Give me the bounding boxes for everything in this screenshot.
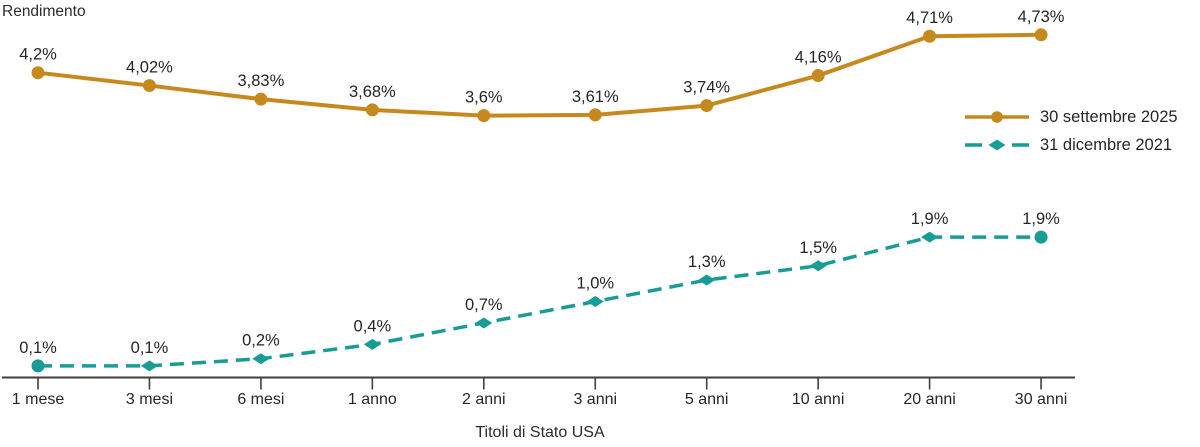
data-point-marker <box>811 69 825 83</box>
x-tick-label: 3 mesi <box>126 391 173 408</box>
x-tick-label: 2 anni <box>462 391 506 408</box>
legend-label-2025: 30 settembre 2025 <box>1040 107 1178 126</box>
data-point-marker <box>254 92 268 106</box>
data-point-label: 1,9% <box>1022 210 1060 228</box>
data-point-label: 3,6% <box>465 89 503 107</box>
data-point-marker <box>809 260 827 272</box>
data-point-marker <box>586 296 604 307</box>
legend-sample-dashed-line <box>965 139 1029 151</box>
data-point-marker <box>31 359 45 373</box>
data-point-marker <box>477 109 491 123</box>
x-tick-label: 5 anni <box>685 391 729 408</box>
data-point-marker <box>698 274 716 286</box>
legend: 30 settembre 2025 31 dicembre 2021 <box>963 103 1178 159</box>
legend-item-2021: 31 dicembre 2021 <box>963 131 1178 159</box>
x-axis-title: Titoli di Stato USA <box>475 424 605 441</box>
data-point-label: 1,0% <box>576 275 614 293</box>
data-point-label: 1,3% <box>688 253 726 271</box>
data-point-label: 0,1% <box>19 339 57 357</box>
diamond-marker-icon <box>988 139 1006 151</box>
data-point-label: 1,9% <box>911 210 949 228</box>
legend-sample-solid-line <box>965 111 1029 123</box>
x-tick-label: 20 anni <box>903 391 956 408</box>
data-point-marker <box>140 360 158 372</box>
circle-marker-icon <box>991 111 1003 123</box>
data-point-marker <box>252 353 270 365</box>
x-tick-label: 10 anni <box>792 391 845 408</box>
data-point-label: 4,73% <box>1018 8 1065 26</box>
data-point-marker <box>1034 230 1048 244</box>
legend-label-2021: 31 dicembre 2021 <box>1040 135 1173 154</box>
data-point-label: 3,68% <box>349 83 396 101</box>
y-axis-title: Rendimento <box>2 3 86 20</box>
x-tick-label: 30 anni <box>1015 391 1068 408</box>
data-point-label: 4,02% <box>126 59 173 77</box>
data-point-label: 4,16% <box>795 49 842 67</box>
x-tick-label: 3 anni <box>573 391 617 408</box>
data-point-marker <box>921 231 939 243</box>
data-point-marker <box>923 29 937 43</box>
data-point-label: 3,74% <box>683 79 730 97</box>
data-point-label: 0,7% <box>465 296 503 314</box>
x-tick-label: 1 anno <box>348 391 397 408</box>
data-point-label: 3,61% <box>572 88 619 106</box>
data-point-label: 3,83% <box>238 72 285 90</box>
data-point-label: 0,2% <box>242 332 280 350</box>
legend-item-2025: 30 settembre 2025 <box>963 103 1178 131</box>
data-point-marker <box>365 103 379 117</box>
data-point-marker <box>700 99 714 113</box>
data-point-label: 1,5% <box>799 239 837 257</box>
data-point-label: 4,2% <box>19 46 57 64</box>
data-point-label: 0,1% <box>131 339 169 357</box>
series-line-1 <box>38 235 1042 368</box>
data-point-label: 4,71% <box>906 9 953 27</box>
data-point-marker <box>1034 28 1048 42</box>
series-line-0 <box>37 32 1042 118</box>
data-point-marker <box>363 338 381 350</box>
data-point-label: 0,4% <box>354 317 392 335</box>
data-point-marker <box>475 317 493 329</box>
x-tick-label: 1 mese <box>12 391 65 408</box>
data-point-marker <box>142 79 156 93</box>
x-tick-label: 6 mesi <box>237 391 284 408</box>
data-point-marker <box>588 108 602 122</box>
data-point-marker <box>31 66 45 80</box>
